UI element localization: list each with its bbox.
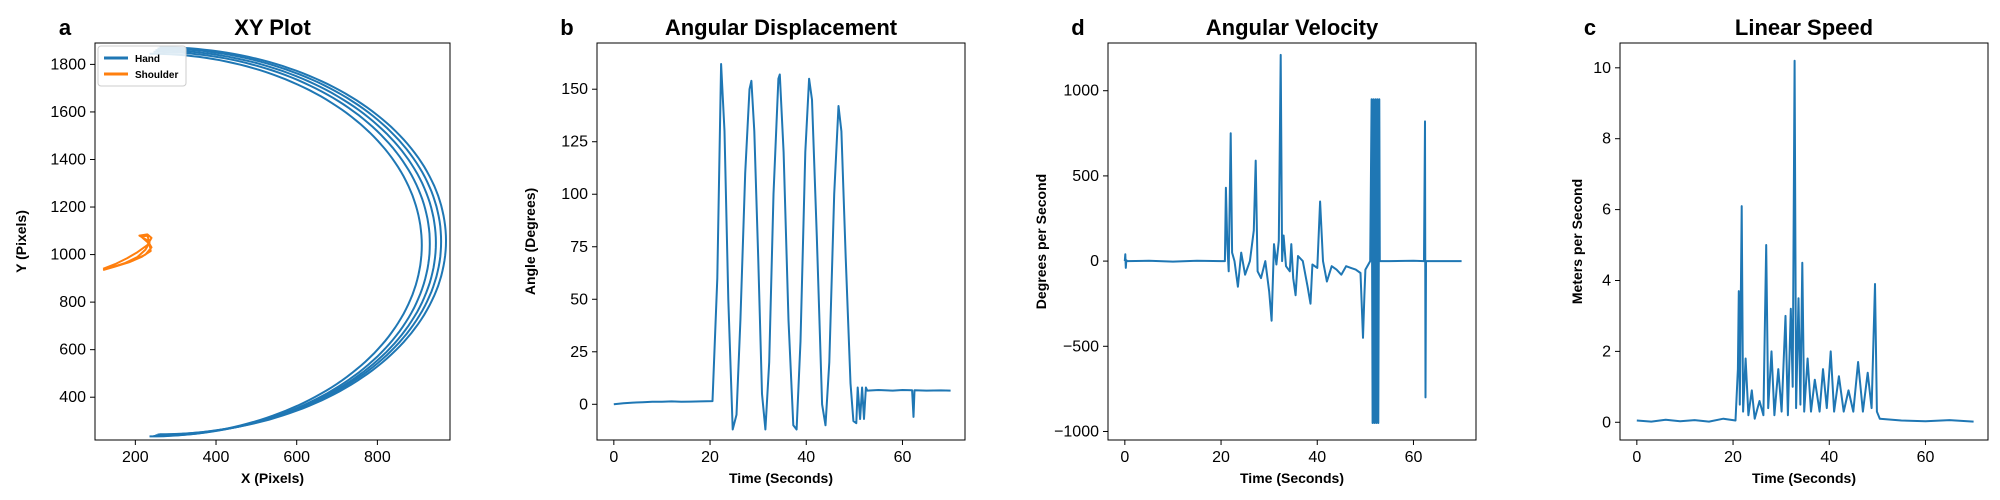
chart-title: Angular Velocity bbox=[1206, 15, 1379, 40]
series-hand-line bbox=[153, 50, 431, 437]
plot-area bbox=[1636, 59, 1974, 423]
x-tick-label: 0 bbox=[1120, 449, 1129, 466]
y-tick-label: −1000 bbox=[1054, 423, 1099, 440]
y-tick-label: 100 bbox=[561, 186, 588, 203]
x-axis-label: Time (Seconds) bbox=[1752, 470, 1856, 486]
y-tick-label: 500 bbox=[1072, 168, 1099, 185]
legend-box bbox=[97, 45, 187, 87]
chart-title: XY Plot bbox=[234, 15, 311, 40]
x-tick-label: 20 bbox=[1212, 449, 1230, 466]
y-tick-label: 75 bbox=[570, 239, 588, 256]
x-tick-label: 800 bbox=[364, 449, 391, 466]
y-tick-label: 0 bbox=[579, 396, 588, 413]
y-tick-label: 1400 bbox=[50, 151, 86, 168]
chart-angdisp: Angular Displacement b 0 20 40 60 0 25 50 75 100 12… bbox=[522, 15, 966, 486]
y-axis-label: Y (Pixels) bbox=[13, 210, 29, 273]
x-tick-label: 0 bbox=[1632, 449, 1641, 466]
plot-frame bbox=[1619, 42, 1989, 441]
series-hand-line bbox=[155, 49, 437, 437]
series-shoulder-line bbox=[102, 233, 153, 271]
x-tick-label: 60 bbox=[1405, 449, 1423, 466]
panel-letter: d bbox=[1071, 15, 1084, 40]
x-tick-label: 20 bbox=[701, 449, 719, 466]
y-tick-label: 25 bbox=[570, 344, 588, 361]
x-tick-label: 60 bbox=[894, 449, 912, 466]
plot-frame bbox=[94, 42, 451, 441]
y-tick-label: 1200 bbox=[50, 199, 86, 216]
series-1-line bbox=[613, 63, 951, 431]
y-tick-label: 8 bbox=[1602, 131, 1611, 148]
legend-label-hand: Hand bbox=[135, 54, 160, 65]
plot-area bbox=[102, 46, 448, 438]
plot-area bbox=[1123, 53, 1462, 424]
x-tick-label: 20 bbox=[1724, 449, 1742, 466]
y-tick-label: 0 bbox=[1090, 253, 1099, 270]
chart-linspeed: Linear Speed c 0 20 40 60 0 2 4 6 8 10 Time (Seconds… bbox=[1569, 15, 1989, 486]
y-tick-label: 800 bbox=[59, 294, 86, 311]
chart-xy: XY Plot a 200 400 600 800 400 600 800 1000 1200 140… bbox=[13, 15, 451, 486]
y-tick-label: 10 bbox=[1593, 60, 1611, 77]
x-tick-label: 200 bbox=[122, 449, 149, 466]
plot-area bbox=[613, 63, 951, 431]
plot-frame bbox=[596, 42, 966, 441]
x-tick-label: 600 bbox=[283, 449, 310, 466]
plot-frame bbox=[1107, 42, 1477, 441]
panel-letter: a bbox=[59, 15, 72, 40]
x-tick-label: 400 bbox=[203, 449, 230, 466]
legend-label-shoulder: Shoulder bbox=[135, 70, 178, 81]
y-tick-label: 4 bbox=[1602, 272, 1611, 289]
y-tick-label: 600 bbox=[59, 342, 86, 359]
y-tick-label: 1600 bbox=[50, 104, 86, 121]
y-tick-label: 2 bbox=[1602, 343, 1611, 360]
x-tick-label: 0 bbox=[609, 449, 618, 466]
panel-letter: b bbox=[560, 15, 573, 40]
x-tick-label: 40 bbox=[1308, 449, 1326, 466]
x-axis-label: Time (Seconds) bbox=[729, 470, 833, 486]
series-hand-line bbox=[157, 47, 443, 436]
series-1-line bbox=[1123, 53, 1462, 424]
y-tick-label: 50 bbox=[570, 291, 588, 308]
x-tick-label: 40 bbox=[1820, 449, 1838, 466]
y-tick-label: 6 bbox=[1602, 202, 1611, 219]
y-tick-label: 1000 bbox=[1063, 83, 1099, 100]
y-tick-label: 0 bbox=[1602, 414, 1611, 431]
y-axis-label: Meters per Second bbox=[1569, 179, 1585, 304]
y-tick-label: 1000 bbox=[50, 247, 86, 264]
x-tick-label: 40 bbox=[797, 449, 815, 466]
y-tick-label: 1800 bbox=[50, 56, 86, 73]
series-1-line bbox=[1636, 59, 1974, 423]
y-tick-label: 150 bbox=[561, 81, 588, 98]
y-axis-label: Angle (Degrees) bbox=[522, 188, 538, 295]
series-hand-line bbox=[149, 52, 423, 438]
y-axis-label: Degrees per Second bbox=[1033, 174, 1049, 309]
y-tick-label: 125 bbox=[561, 134, 588, 151]
chart-title: Angular Displacement bbox=[665, 15, 898, 40]
y-tick-label: 400 bbox=[59, 389, 86, 406]
x-axis-label: Time (Seconds) bbox=[1240, 470, 1344, 486]
panel-letter: c bbox=[1584, 15, 1596, 40]
chart-angvel: Angular Velocity d 0 20 40 60 −1000 −500 0 500 100… bbox=[1033, 15, 1477, 486]
series-hand-line bbox=[159, 46, 448, 436]
y-tick-label: −500 bbox=[1063, 338, 1099, 355]
chart-title: Linear Speed bbox=[1735, 15, 1873, 40]
x-tick-label: 60 bbox=[1917, 449, 1935, 466]
x-axis-label: X (Pixels) bbox=[241, 470, 304, 486]
